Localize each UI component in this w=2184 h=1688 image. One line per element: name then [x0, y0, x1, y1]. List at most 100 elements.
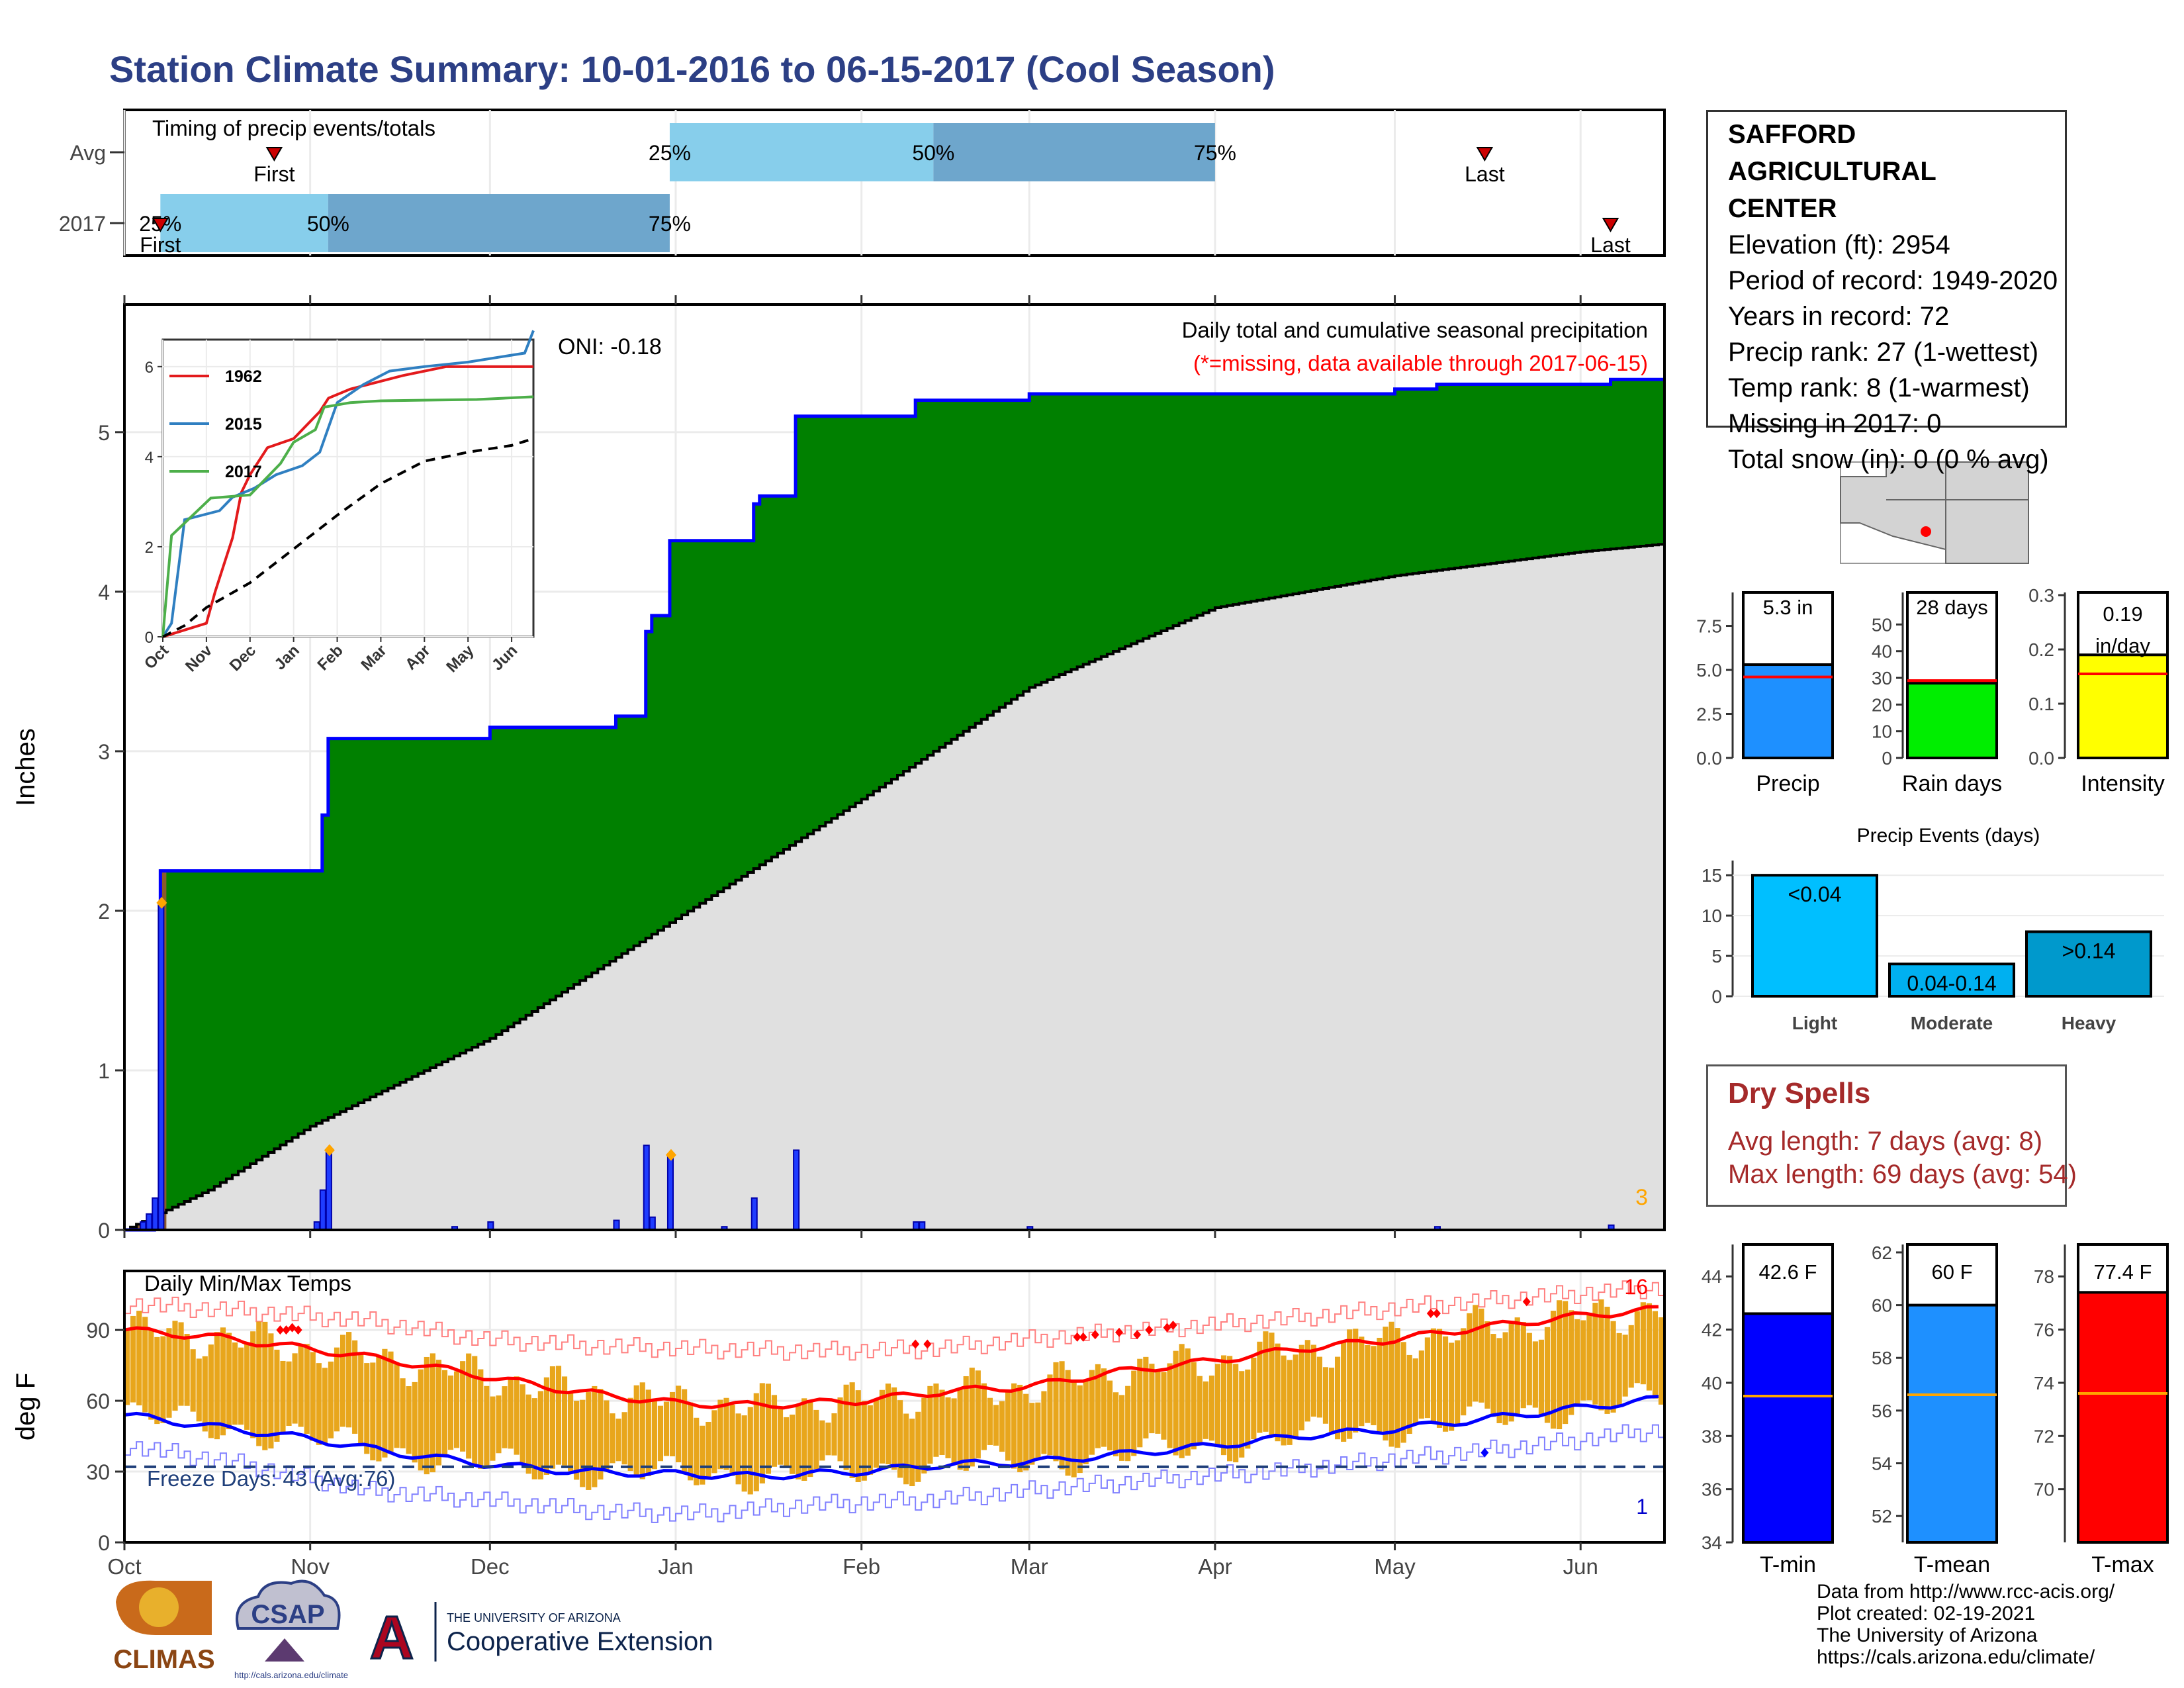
daily-temp-bar: [879, 1389, 886, 1464]
temp-stat-t-max-category-label: T-max: [2091, 1552, 2154, 1577]
inset-legend-label: 2017: [225, 463, 262, 481]
daily-precip-bar: [319, 1189, 326, 1231]
temp-stat-t-mean-ytick-label: 52: [1872, 1506, 1892, 1526]
record-high-marker: [1169, 1321, 1177, 1330]
timing-row-label: 2017: [59, 212, 106, 236]
temp-stat-t-mean-ytick-label: 60: [1872, 1295, 1892, 1316]
ua-logo-bg: [363, 1605, 421, 1662]
daily-temp-bar: [1586, 1313, 1592, 1401]
record-high-marker: [276, 1325, 285, 1335]
daily-temp-bar: [1383, 1327, 1388, 1441]
daily-temp-bar: [1365, 1344, 1371, 1423]
daily-temp-bar: [1041, 1391, 1047, 1454]
daily-temp-bar: [537, 1391, 543, 1479]
daily-temp-bar: [645, 1389, 651, 1477]
daily-temp-bar: [1227, 1356, 1233, 1462]
daily-temp-bar: [1328, 1368, 1335, 1432]
daily-temp-bar: [466, 1353, 472, 1459]
timing-first-marker: [265, 147, 283, 162]
daily-temp-bar: [1095, 1364, 1101, 1448]
csap-logo-mountain: [265, 1638, 304, 1662]
daily-temp-bar: [627, 1397, 633, 1472]
daily-temp-bar: [1418, 1350, 1424, 1419]
daily-temp-bar: [1310, 1344, 1316, 1417]
daily-temp-bar: [214, 1332, 220, 1440]
daily-temp-bar: [268, 1333, 274, 1449]
daily-temp-bar: [388, 1351, 394, 1452]
csap-logo-url: http://cals.arizona.edu/climate: [234, 1670, 348, 1680]
daily-temp-bar: [250, 1331, 256, 1438]
daily-temp-bar: [891, 1387, 897, 1470]
daily-temp-bar: [334, 1347, 340, 1432]
daily-temp-bar: [639, 1382, 645, 1479]
daily-temp-bar: [651, 1400, 657, 1470]
daily-temp-bar: [1143, 1356, 1149, 1439]
temp-stat-panels: 34 36 38 40 42 44 42.6 F T-min 52 54 56 58 60 62 60 F T…: [1702, 1243, 2169, 1577]
station-name-line2: CENTER: [1728, 194, 1837, 223]
temp-xtick-label: Mar: [1011, 1554, 1048, 1579]
daily-precip-bar: [793, 1149, 800, 1231]
stat-intensity-ytick-label: 0.2: [2028, 639, 2054, 660]
record-high-marker: [923, 1339, 932, 1349]
daily-temp-bar: [304, 1344, 310, 1434]
temp-panel: 0 30 60 90 Oct Nov Dec Jan Feb Mar Apr May Jun deg F D…: [11, 1270, 1666, 1579]
daily-temp-bar: [441, 1370, 448, 1457]
inset-series-line-2017: [161, 395, 534, 637]
daily-temp-bar: [580, 1399, 586, 1487]
daily-temp-bar: [1538, 1339, 1545, 1415]
daily-temp-bar: [453, 1371, 460, 1448]
stat-rain-days-ytick-label: 0: [1882, 748, 1892, 769]
daily-temp-bar: [1430, 1328, 1437, 1423]
csap-logo-cloud: [236, 1579, 341, 1630]
daily-temp-bar: [1298, 1344, 1304, 1430]
cumulative-avg-line: [124, 543, 1666, 1231]
stat-rain-days-ytick-label: 20: [1872, 694, 1892, 715]
events-ytick-label: 10: [1702, 906, 1722, 926]
daily-temp-bar: [1220, 1355, 1227, 1456]
inset-ytick-label: 0: [145, 629, 154, 647]
daily-temp-bar: [705, 1421, 711, 1480]
daily-temp-bar: [1569, 1310, 1574, 1415]
daily-temp-bar: [1208, 1376, 1215, 1441]
daily-temp-bar: [400, 1378, 406, 1448]
station-info-box: SAFFORD AGRICULTURAL CENTER Elevation (f…: [1706, 110, 2067, 474]
daily-temp-bar: [1646, 1303, 1652, 1391]
record-high-marker: [1079, 1332, 1087, 1342]
daily-temp-bar: [406, 1386, 412, 1454]
ua-logo-small-text: THE UNIVERSITY OF ARIZONA: [447, 1611, 621, 1624]
temp-stat-t-max-ytick-label: 74: [2034, 1373, 2054, 1393]
inset-ytick-label: 2: [145, 539, 154, 557]
stat-rain-days-ytick-label: 40: [1872, 641, 1892, 662]
daily-temp-bar: [508, 1377, 514, 1449]
daily-temp-bar: [543, 1377, 549, 1475]
temp-stat-t-mean-value-label: 60 F: [1931, 1260, 1972, 1284]
events-bar-moderate: [1888, 962, 2015, 998]
events-bar-heavy: [2025, 930, 2152, 998]
daily-temp-bar: [1610, 1321, 1616, 1413]
stat-intensity-value-bar: [2077, 653, 2169, 759]
daily-temp-bar: [909, 1419, 915, 1487]
stat-precip-ytick-label: 7.5: [1696, 616, 1722, 637]
daily-temp-bar: [927, 1385, 933, 1464]
daily-temp-bar: [322, 1368, 328, 1444]
daily-temp-bar: [226, 1333, 232, 1430]
daily-temp-bar: [424, 1356, 430, 1475]
daily-temp-bar: [759, 1383, 765, 1483]
record-max-line: [124, 1280, 1665, 1361]
daily-temp-bar: [1467, 1313, 1473, 1407]
precip-ytick-label: 0: [98, 1219, 110, 1243]
daily-temp-bar: [574, 1401, 580, 1480]
daily-temp-bar: [1532, 1341, 1538, 1408]
daily-temp-bar: [1035, 1402, 1041, 1458]
daily-temp-bar: [502, 1386, 508, 1448]
daily-temp-bar: [1287, 1360, 1293, 1445]
temp-stat-t-min-ytick-label: 34: [1702, 1532, 1722, 1553]
daily-temp-bar: [555, 1366, 562, 1465]
record-high-marker: [1163, 1323, 1171, 1333]
daily-temp-bar: [166, 1328, 172, 1418]
daily-temp-bar: [262, 1321, 268, 1450]
temp-stat-t-min-ytick-label: 40: [1702, 1373, 1722, 1393]
dry-spells-title: Dry Spells: [1728, 1077, 1871, 1109]
daily-temp-bar: [1089, 1370, 1095, 1455]
daily-temp-bar: [232, 1342, 238, 1425]
